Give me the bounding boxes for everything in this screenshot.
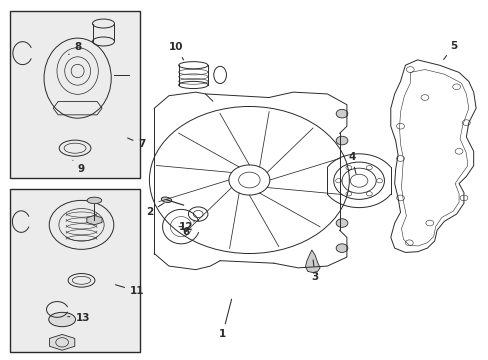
Text: 10: 10 bbox=[169, 42, 183, 60]
Ellipse shape bbox=[87, 197, 102, 204]
Text: 3: 3 bbox=[311, 260, 318, 282]
Text: 12: 12 bbox=[179, 222, 193, 231]
Polygon shape bbox=[87, 215, 102, 225]
Text: 9: 9 bbox=[73, 160, 84, 174]
Text: 1: 1 bbox=[219, 299, 231, 339]
Polygon shape bbox=[49, 334, 75, 350]
Circle shape bbox=[335, 136, 347, 145]
Circle shape bbox=[335, 219, 347, 227]
Text: 11: 11 bbox=[115, 285, 144, 296]
Ellipse shape bbox=[161, 197, 171, 202]
Text: 2: 2 bbox=[145, 203, 164, 217]
Polygon shape bbox=[305, 250, 320, 273]
Ellipse shape bbox=[49, 312, 75, 327]
Bar bbox=[10, 12, 140, 178]
Text: 4: 4 bbox=[347, 152, 355, 174]
Text: 8: 8 bbox=[68, 42, 81, 55]
Text: 5: 5 bbox=[443, 41, 457, 59]
Circle shape bbox=[335, 109, 347, 118]
Text: 13: 13 bbox=[68, 313, 90, 323]
Text: 6: 6 bbox=[182, 222, 194, 237]
Text: 7: 7 bbox=[127, 138, 145, 149]
Circle shape bbox=[335, 244, 347, 252]
Bar bbox=[10, 189, 140, 352]
